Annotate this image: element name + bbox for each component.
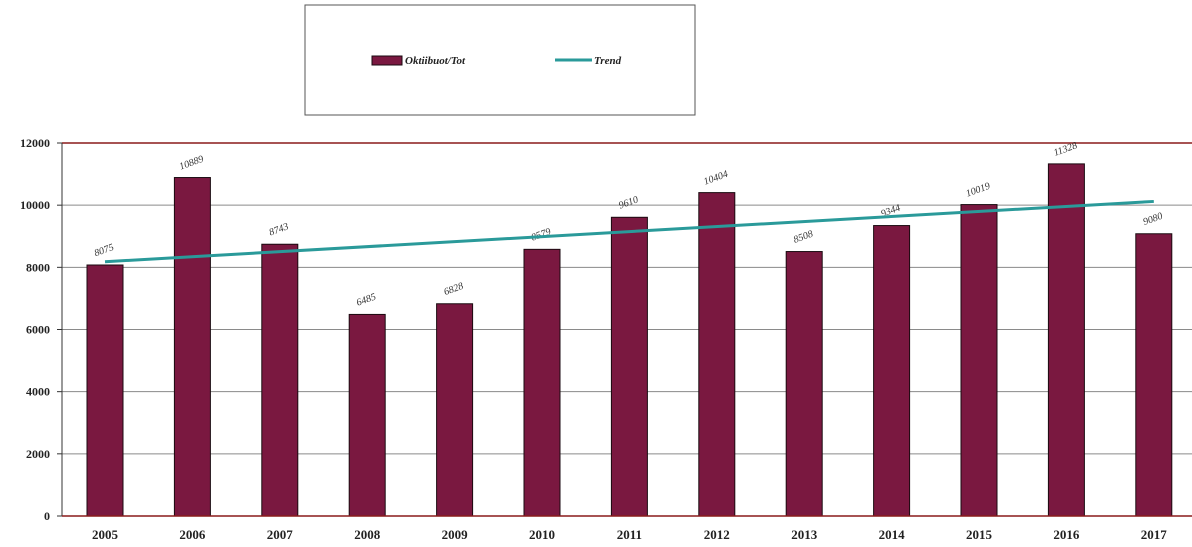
x-tick-label: 2007 [267, 527, 294, 542]
x-tick-label: 2005 [92, 527, 119, 542]
x-tick-label: 2010 [529, 527, 555, 542]
y-tick-label: 10000 [20, 198, 50, 212]
bar [1135, 233, 1173, 517]
legend-box [304, 4, 696, 116]
data-label: 10404 [702, 169, 729, 188]
bar [261, 243, 299, 517]
y-axis: 0 2000 4000 6000 8000 10000 12000 [20, 136, 63, 523]
y-tick-label: 12000 [20, 136, 50, 150]
y-tick-label: 0 [44, 509, 50, 523]
x-tick-label: 2016 [1053, 527, 1080, 542]
bar [960, 204, 998, 517]
x-tick-label: 2015 [966, 527, 993, 542]
data-label: 8743 [268, 221, 291, 238]
bar [523, 248, 561, 517]
y-tick-label: 2000 [26, 447, 50, 461]
trend-line-group [104, 199, 1154, 264]
x-axis: 2005 2006 2007 2008 2009 2010 2011 2012 2013 2014… [62, 515, 1192, 542]
legend-bar-label: Oktiibuot/Tot [405, 55, 466, 67]
bar [873, 225, 911, 517]
bars [86, 163, 1173, 517]
bar [698, 192, 736, 517]
legend-bar-swatch [371, 55, 403, 66]
x-tick-label: 2011 [617, 527, 642, 542]
data-label: 6485 [355, 291, 378, 308]
x-tick-label: 2017 [1141, 527, 1168, 542]
x-tick-label: 2013 [791, 527, 818, 542]
data-label: 10019 [965, 181, 992, 200]
bar [86, 264, 124, 517]
legend: Oktiibuot/Tot Trend [304, 4, 696, 116]
bar [436, 303, 474, 517]
data-label: 9080 [1142, 211, 1165, 228]
bar [173, 177, 211, 517]
x-tick-label: 2009 [442, 527, 469, 542]
legend-trend-label: Trend [594, 55, 622, 67]
bar [610, 216, 648, 517]
x-tick-label: 2008 [354, 527, 381, 542]
y-tick-label: 4000 [26, 385, 50, 399]
x-tick-label: 2014 [879, 527, 906, 542]
bar [1047, 163, 1085, 517]
bar [785, 251, 823, 517]
data-label: 6828 [442, 281, 465, 298]
bar [348, 313, 386, 517]
data-label: 8508 [792, 229, 815, 246]
trend-line [104, 199, 1154, 264]
x-tick-label: 2012 [704, 527, 730, 542]
data-label: 8075 [93, 242, 116, 259]
data-label: 9610 [617, 194, 640, 211]
data-label: 10889 [178, 154, 205, 173]
x-tick-label: 2006 [179, 527, 206, 542]
y-tick-label: 6000 [26, 323, 50, 337]
y-tick-label: 8000 [26, 260, 50, 274]
